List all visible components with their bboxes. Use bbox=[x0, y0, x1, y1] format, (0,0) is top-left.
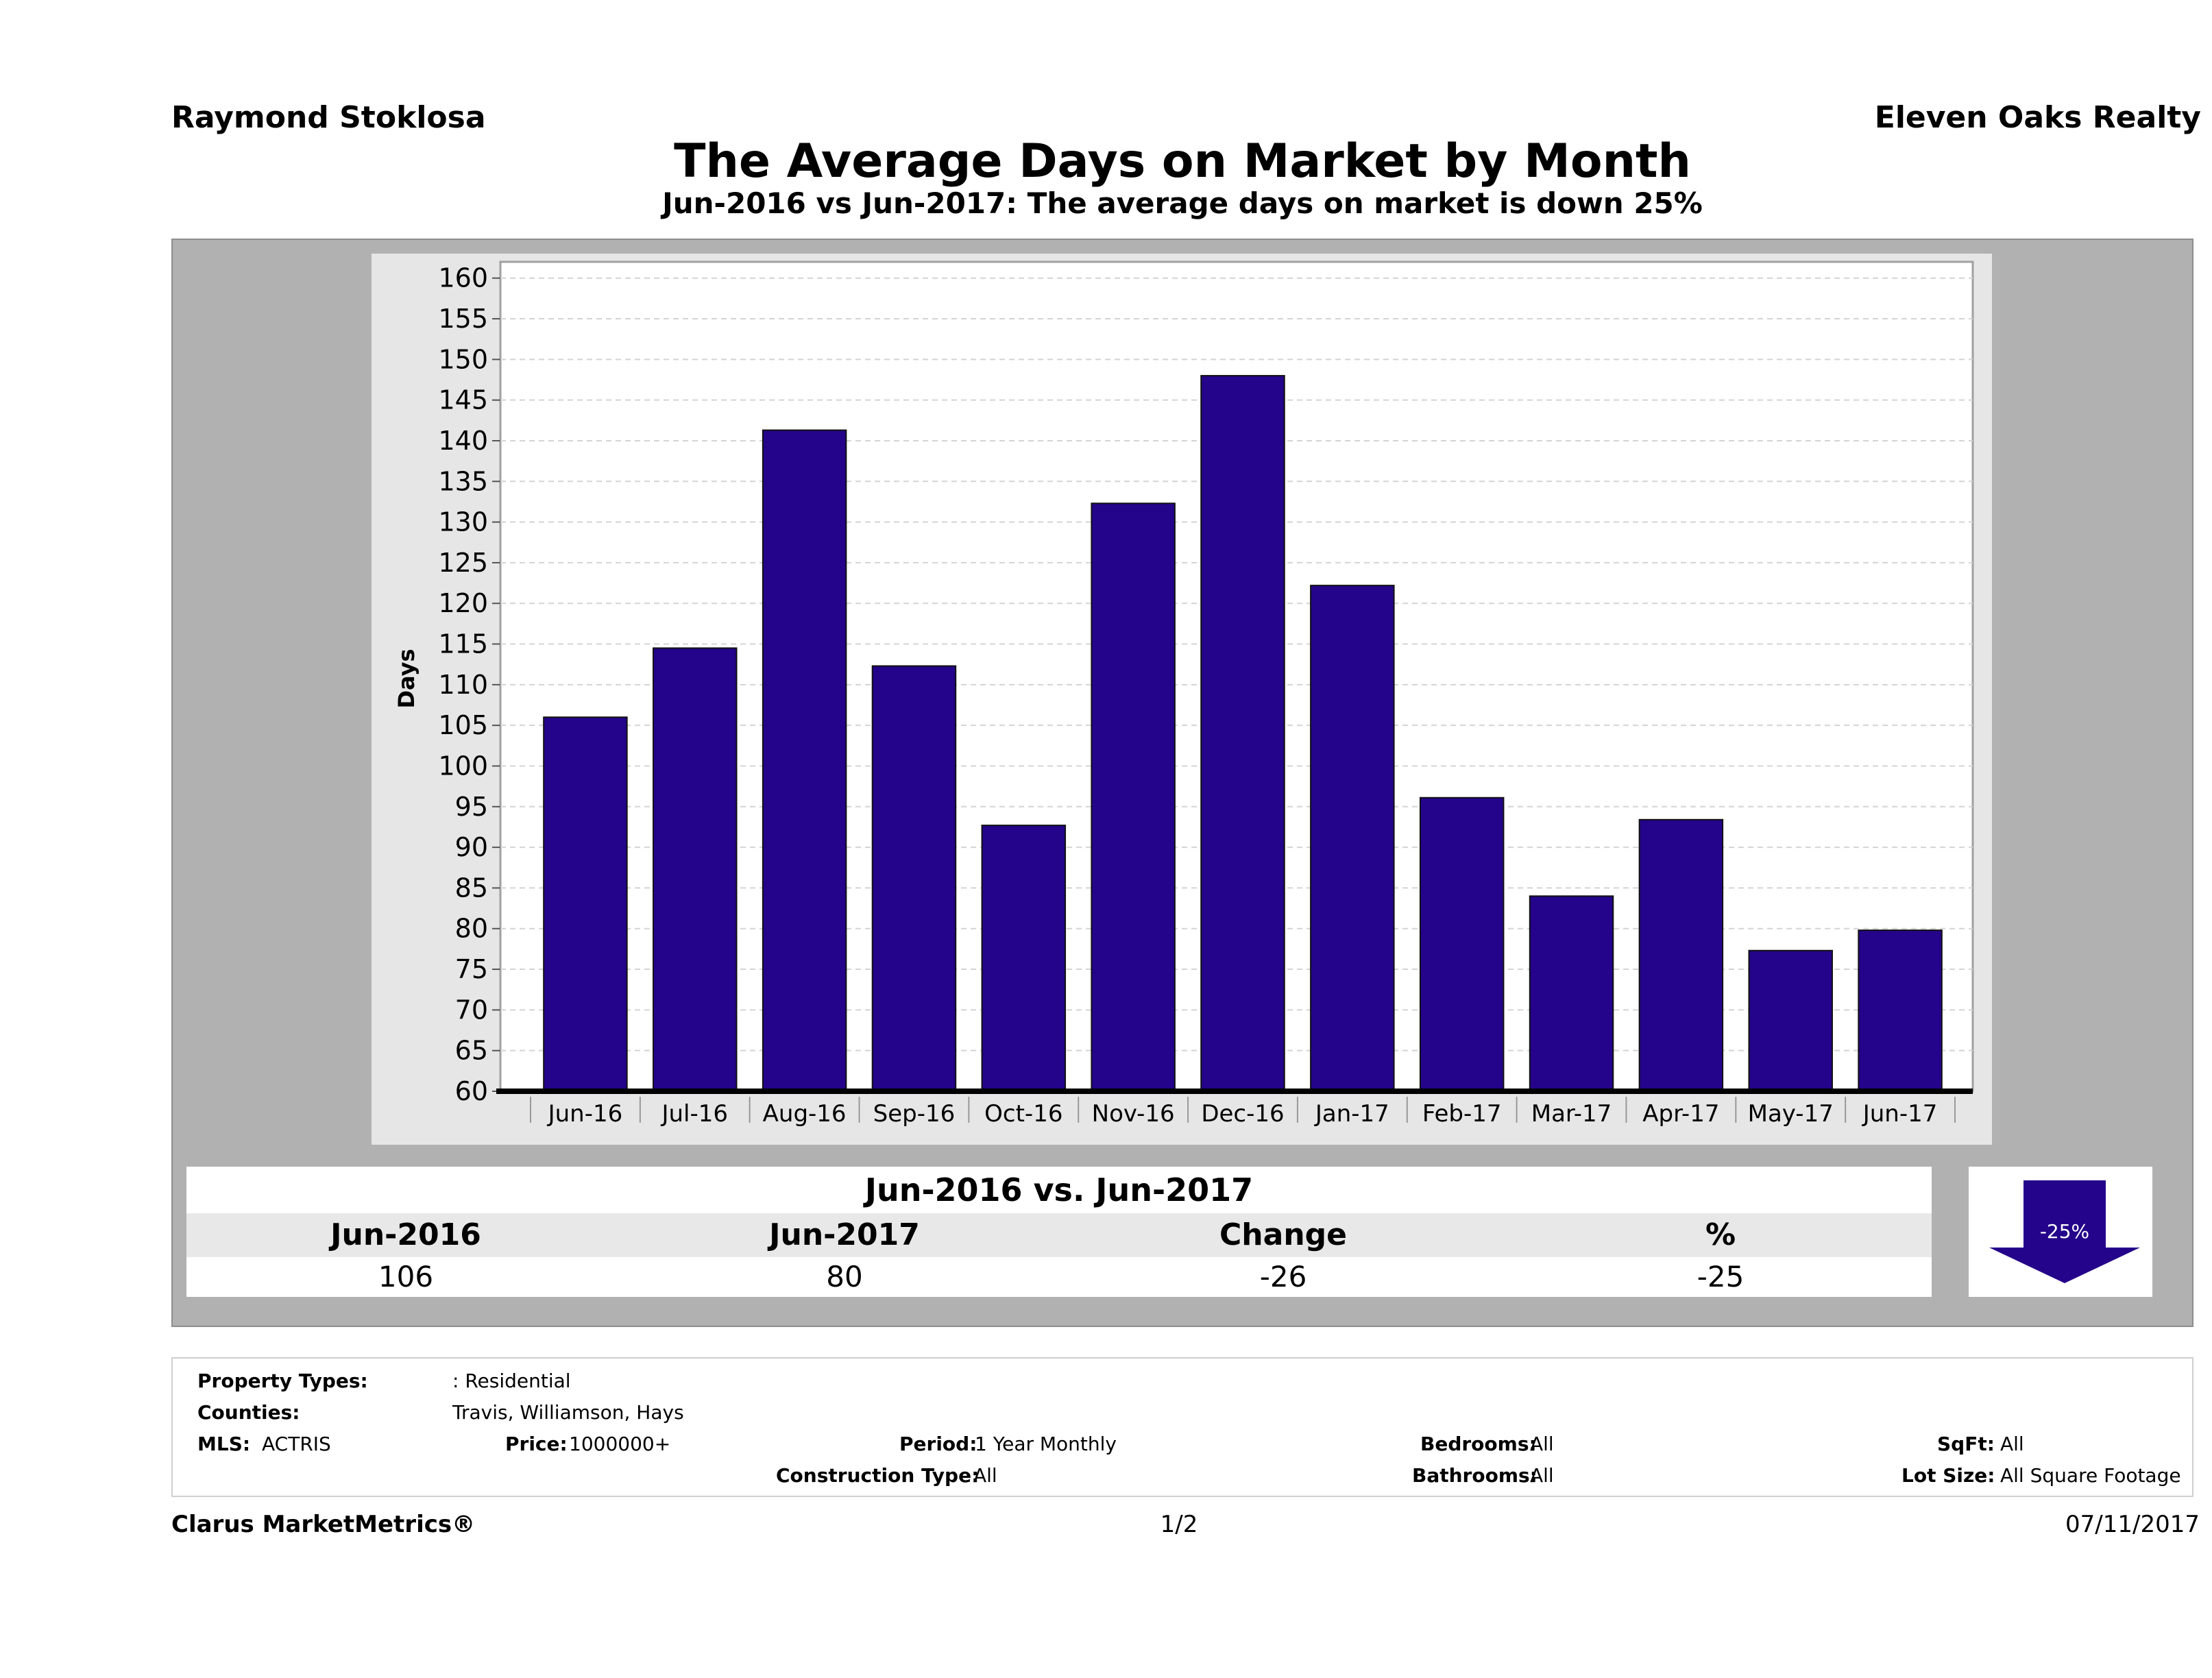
sqft-value: All bbox=[2000, 1433, 2024, 1455]
summary-value-percent: -25 bbox=[1697, 1260, 1745, 1293]
bedrooms-value: All bbox=[1530, 1433, 1554, 1455]
y-tick-label: 145 bbox=[438, 385, 488, 415]
chart-subtitle: Jun-2016 vs Jun-2017: The average days o… bbox=[662, 186, 1703, 220]
y-tick-label: 150 bbox=[438, 344, 488, 374]
x-tick-label: Feb-17 bbox=[1422, 1100, 1502, 1128]
x-tick-label: Mar-17 bbox=[1531, 1100, 1612, 1128]
chart-panel: 60 65 70 75 80 85 90 95 100 105 110 115 120 125 130 135… bbox=[171, 239, 2193, 1327]
bar-dec-16 bbox=[1200, 375, 1285, 1092]
x-tick-label: Nov-16 bbox=[1092, 1100, 1175, 1128]
summary-label-row: Jun-2016 Jun-2017 Change % bbox=[186, 1213, 1932, 1257]
x-tick-label: Jan-17 bbox=[1314, 1100, 1389, 1128]
construction-type-label: Construction Type: bbox=[776, 1464, 980, 1487]
y-tick-label: 105 bbox=[438, 710, 488, 740]
lot-size-value: All Square Footage bbox=[2000, 1464, 2181, 1487]
summary-value-row: 106 80 -26 -25 bbox=[186, 1257, 1932, 1297]
sqft-label: SqFt: bbox=[1937, 1433, 1995, 1455]
x-tick-label: May-17 bbox=[1748, 1100, 1834, 1128]
y-tick-label: 95 bbox=[455, 792, 488, 822]
bar-oct-16 bbox=[981, 825, 1067, 1093]
report-date: 07/11/2017 bbox=[2065, 1511, 2200, 1538]
summary-heading: Jun-2016 vs. Jun-2017 bbox=[186, 1167, 1932, 1213]
y-tick-label: 135 bbox=[438, 466, 488, 496]
y-tick-label: 120 bbox=[438, 588, 488, 618]
bar-aug-16 bbox=[762, 429, 847, 1092]
y-tick-label: 65 bbox=[455, 1036, 488, 1066]
counties-label: Counties: bbox=[197, 1401, 300, 1424]
chart-title: The Average Days on Market by Month bbox=[674, 134, 1691, 189]
summary-table: Jun-2016 vs. Jun-2017 Jun-2016 Jun-2017 … bbox=[186, 1167, 1932, 1297]
bar-jun-17 bbox=[1858, 929, 1943, 1093]
y-tick-label: 125 bbox=[438, 548, 488, 578]
x-tick-label: Aug-16 bbox=[763, 1100, 847, 1128]
bar-feb-17 bbox=[1419, 797, 1505, 1092]
bar-nov-16 bbox=[1091, 502, 1176, 1092]
summary-label-end: Jun-2017 bbox=[769, 1217, 920, 1252]
period-value: 1 Year Monthly bbox=[975, 1433, 1117, 1455]
construction-type-value: All bbox=[973, 1464, 997, 1487]
bar-chart: 60 65 70 75 80 85 90 95 100 105 110 115 120 125 130 135… bbox=[372, 254, 1992, 1145]
y-tick-label: 75 bbox=[455, 954, 488, 984]
y-tick-label: 70 bbox=[455, 995, 488, 1025]
summary-value-end: 80 bbox=[826, 1260, 863, 1293]
lot-size-label: Lot Size: bbox=[1901, 1464, 1995, 1487]
property-filters: Property Types: : Residential Counties: … bbox=[171, 1357, 2193, 1497]
property-types-label: Property Types: bbox=[197, 1370, 368, 1392]
bathrooms-value: All bbox=[1530, 1464, 1554, 1487]
footer-brand: Clarus MarketMetrics® bbox=[171, 1511, 476, 1538]
x-tick-label: Dec-16 bbox=[1201, 1100, 1284, 1128]
y-tick-label: 110 bbox=[438, 670, 488, 700]
y-tick-label: 140 bbox=[438, 426, 488, 456]
bar-jun-16 bbox=[543, 716, 628, 1092]
company-name: Eleven Oaks Realty bbox=[1874, 100, 2201, 135]
period-label: Period: bbox=[899, 1433, 977, 1455]
bathrooms-label: Bathrooms: bbox=[1412, 1464, 1538, 1487]
counties-value: Travis, Williamson, Hays bbox=[452, 1401, 684, 1424]
agent-name: Raymond Stoklosa bbox=[171, 100, 486, 135]
bedrooms-label: Bedrooms: bbox=[1420, 1433, 1537, 1455]
x-tick-label: Jun-16 bbox=[547, 1100, 623, 1128]
x-tick-label: Sep-16 bbox=[873, 1100, 956, 1128]
summary-value-change: -26 bbox=[1259, 1260, 1307, 1293]
bar-sep-16 bbox=[871, 665, 957, 1092]
y-tick-label: 100 bbox=[438, 751, 488, 781]
summary-label-change: Change bbox=[1219, 1217, 1347, 1252]
summary-label-percent: % bbox=[1705, 1217, 1736, 1252]
change-badge: -25% bbox=[1969, 1167, 2152, 1297]
page-number: 1/2 bbox=[1160, 1511, 1198, 1538]
down-arrow-icon: -25% bbox=[1989, 1180, 2140, 1283]
y-tick-label: 60 bbox=[455, 1076, 488, 1106]
x-tick-label: Oct-16 bbox=[984, 1100, 1062, 1128]
y-tick-label: 130 bbox=[438, 507, 488, 537]
bar-may-17 bbox=[1748, 949, 1833, 1093]
property-types-value: : Residential bbox=[452, 1370, 571, 1392]
price-value: 1000000+ bbox=[569, 1433, 671, 1455]
bar-apr-17 bbox=[1638, 818, 1724, 1092]
y-tick-label: 160 bbox=[438, 263, 488, 293]
bar-mar-17 bbox=[1529, 895, 1614, 1092]
change-badge-text: -25% bbox=[2040, 1220, 2089, 1243]
mls-label: MLS: bbox=[197, 1433, 251, 1455]
y-tick-label: 155 bbox=[438, 304, 488, 334]
y-tick-label: 80 bbox=[455, 914, 488, 944]
y-tick-label: 115 bbox=[438, 629, 488, 659]
price-label: Price: bbox=[505, 1433, 568, 1455]
bar-jan-17 bbox=[1310, 585, 1395, 1092]
x-tick-label: Jul-16 bbox=[660, 1100, 728, 1128]
bar-jul-16 bbox=[653, 647, 738, 1092]
x-tick-label: Apr-17 bbox=[1642, 1100, 1719, 1128]
y-tick-label: 85 bbox=[455, 873, 488, 903]
y-axis-label: Days bbox=[393, 648, 420, 708]
mls-value: ACTRIS bbox=[262, 1433, 331, 1455]
summary-value-start: 106 bbox=[378, 1260, 434, 1293]
y-tick-label: 90 bbox=[455, 832, 488, 862]
summary-label-start: Jun-2016 bbox=[330, 1217, 481, 1252]
x-tick-label: Jun-17 bbox=[1862, 1100, 1938, 1128]
